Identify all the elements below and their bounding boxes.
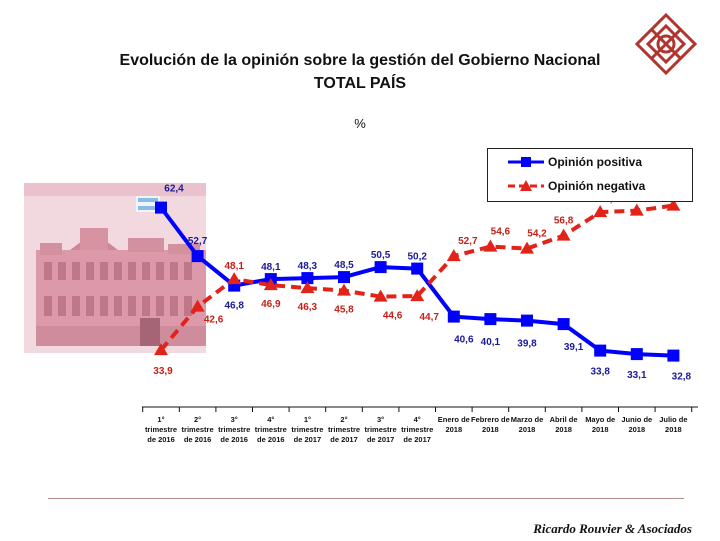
data-label-positive: 32,8 bbox=[672, 372, 692, 383]
data-point-positive bbox=[521, 314, 533, 327]
data-point-negative bbox=[446, 249, 461, 262]
data-label-positive: 33,8 bbox=[590, 367, 610, 378]
data-point-negative bbox=[263, 278, 278, 291]
x-tick-label: 2° trimestre de 2016 bbox=[182, 415, 214, 444]
data-point-positive bbox=[411, 262, 424, 275]
data-label-positive: 50,5 bbox=[371, 250, 391, 261]
x-tick-label: 1° trimestre de 2016 bbox=[145, 415, 177, 444]
data-label-negative: 56,8 bbox=[554, 216, 574, 227]
footer-credit: Ricardo Rouvier & Asociados bbox=[533, 521, 692, 536]
legend-negative-swatch-icon bbox=[508, 180, 544, 191]
x-tick-label: Julio de 2018 bbox=[659, 415, 687, 434]
data-point-negative bbox=[337, 283, 351, 296]
data-label-positive: 33,1 bbox=[627, 370, 647, 381]
data-point-negative bbox=[300, 281, 315, 294]
data-label-positive: 62,4 bbox=[164, 184, 184, 195]
series-negative: 33,9 42,6 48,1 46,9 46,3 45,8 44,6 44,7 52,7 54,6… bbox=[153, 188, 685, 378]
series-negative-line bbox=[159, 203, 674, 352]
legend-item-positive: Opinión positiva bbox=[488, 153, 692, 171]
x-tick-label: Mayo de 2018 bbox=[585, 415, 615, 434]
data-point-negative bbox=[483, 239, 498, 252]
data-label-positive: 48,1 bbox=[261, 262, 281, 273]
x-tick-label: 3° trimestre de 2017 bbox=[365, 415, 397, 444]
data-label-negative: 52,7 bbox=[458, 236, 478, 247]
data-label-negative: 42,6 bbox=[204, 315, 224, 326]
data-label-positive: 50,2 bbox=[407, 252, 427, 263]
data-label-negative: 46,3 bbox=[298, 302, 318, 313]
data-point-positive bbox=[484, 313, 497, 326]
data-point-positive bbox=[594, 344, 607, 357]
data-label-positive: 48,3 bbox=[298, 261, 318, 272]
x-tick-label: Enero de 2018 bbox=[438, 415, 470, 434]
x-tick-label: 4° trimestre de 2016 bbox=[255, 415, 287, 444]
data-point-negative bbox=[593, 205, 608, 218]
data-label-negative: 33,9 bbox=[153, 366, 173, 377]
data-label-positive: 46,8 bbox=[224, 301, 244, 312]
data-point-positive bbox=[667, 349, 680, 362]
data-point-positive bbox=[374, 261, 387, 274]
x-tick-label: Febrero de 2018 bbox=[471, 415, 510, 434]
legend-negative-label: Opinión negativa bbox=[548, 179, 646, 193]
x-tick-label: Marzo de 2018 bbox=[511, 415, 544, 434]
x-tick-label: 3° trimestre de 2016 bbox=[218, 415, 250, 444]
chart-subtitle: TOTAL PAÍS bbox=[313, 75, 407, 92]
data-point-positive bbox=[447, 310, 460, 323]
data-label-negative: 46,9 bbox=[261, 299, 281, 310]
legend-item-negative: Opinión negativa bbox=[488, 177, 692, 195]
data-point-positive bbox=[191, 250, 204, 263]
x-tick-label: Junio de 2018 bbox=[621, 415, 652, 434]
data-point-negative bbox=[629, 203, 644, 216]
company-logo-icon bbox=[634, 12, 698, 76]
legend-positive-label: Opinión positiva bbox=[548, 155, 643, 169]
data-label-positive: 48,5 bbox=[334, 260, 354, 271]
unit-label: % bbox=[354, 116, 366, 131]
data-point-positive bbox=[630, 348, 643, 361]
x-tick-label: Abril de 2018 bbox=[550, 415, 578, 434]
data-point-negative bbox=[666, 198, 681, 211]
data-label-negative: 54,2 bbox=[527, 229, 547, 240]
data-label-positive: 39,8 bbox=[517, 339, 537, 350]
legend: Opinión positiva Opinión negativa bbox=[487, 148, 693, 202]
data-point-negative bbox=[520, 241, 534, 254]
chart-title: Evolución de la opinión sobre la gestión… bbox=[119, 52, 601, 69]
data-point-positive bbox=[301, 272, 314, 285]
footer-divider bbox=[48, 498, 684, 499]
data-label-positive: 39,1 bbox=[564, 342, 584, 353]
data-label-negative: 54,6 bbox=[491, 227, 511, 238]
data-label-positive: 40,1 bbox=[481, 337, 501, 348]
series-layer: 62,4 52,7 46,8 48,1 48,3 48,5 50,5 50,2 40,6 40,1… bbox=[153, 184, 691, 383]
legend-positive-swatch-icon bbox=[508, 157, 544, 167]
data-point-positive bbox=[338, 271, 350, 284]
data-label-negative: 44,6 bbox=[383, 311, 403, 322]
data-point-negative bbox=[373, 289, 388, 302]
data-point-negative bbox=[227, 272, 242, 285]
x-tick-label: 1° trimestre de 2017 bbox=[291, 415, 323, 444]
data-point-negative bbox=[154, 343, 168, 356]
data-label-positive: 40,6 bbox=[454, 335, 474, 346]
data-point-positive bbox=[155, 201, 167, 214]
data-label-negative: 45,8 bbox=[334, 305, 354, 316]
series-positive: 62,4 52,7 46,8 48,1 48,3 48,5 50,5 50,2 40,6 40,1… bbox=[155, 184, 692, 383]
data-point-positive bbox=[557, 318, 570, 331]
data-point-negative bbox=[410, 289, 425, 302]
x-axis-ticks bbox=[142, 407, 693, 412]
data-point-negative bbox=[556, 228, 571, 241]
x-tick-label: 4° trimestre de 2017 bbox=[401, 415, 433, 444]
x-tick-label: 2° trimestre de 2017 bbox=[328, 415, 360, 444]
building-illustration bbox=[24, 183, 206, 353]
data-label-negative: 44,7 bbox=[419, 312, 439, 323]
data-label-positive: 52,7 bbox=[188, 236, 208, 247]
data-label-negative: 48,1 bbox=[224, 261, 244, 272]
data-point-negative bbox=[190, 299, 205, 312]
